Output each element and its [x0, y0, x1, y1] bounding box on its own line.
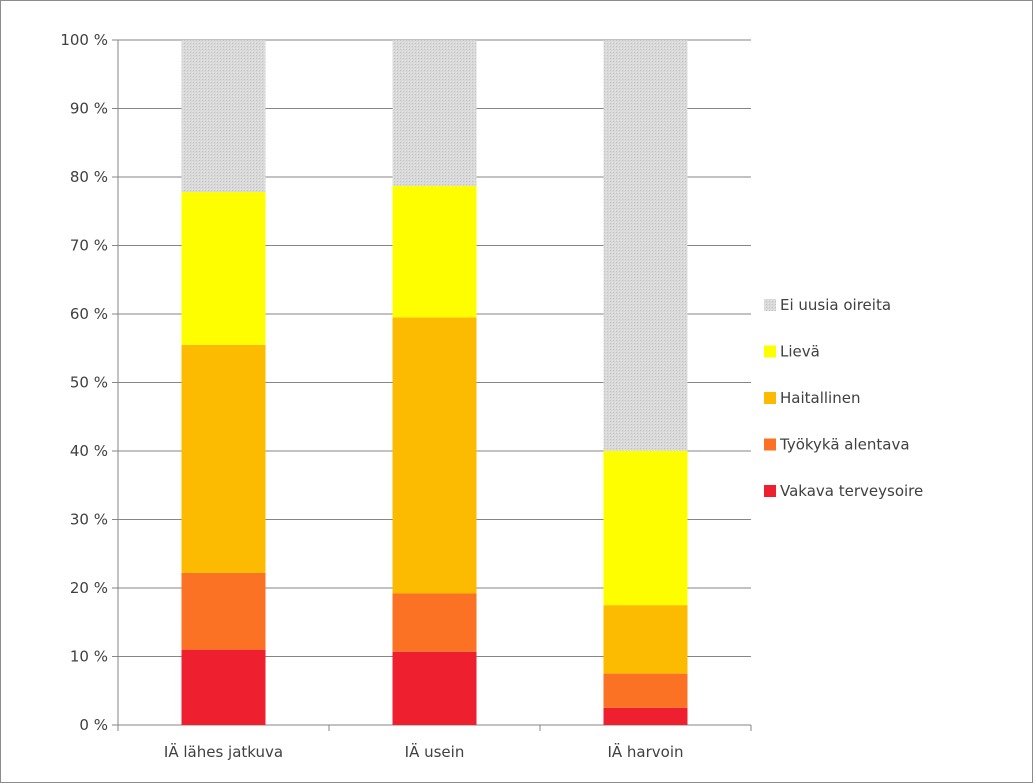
y-tick-label: 100 %	[60, 31, 108, 49]
legend-swatch	[764, 485, 776, 497]
bar-segment	[392, 593, 477, 652]
y-tick-label: 30 %	[70, 511, 108, 529]
y-tick-label: 80 %	[70, 168, 108, 186]
bar-segment	[181, 40, 266, 193]
bar-segment	[181, 649, 266, 725]
bar-segment	[392, 40, 477, 186]
bar-segment	[181, 192, 266, 345]
legend-swatch	[764, 392, 776, 404]
bar-segment	[603, 707, 688, 725]
x-tick-label: IÄ lähes jatkuva	[164, 742, 283, 761]
legend-label: Haitallinen	[780, 389, 860, 407]
legend-label: Työkykä alentava	[779, 436, 910, 454]
y-tick-label: 60 %	[70, 305, 108, 323]
bar-segment	[392, 651, 477, 725]
bar-segment	[181, 344, 266, 573]
bar-segment	[603, 673, 688, 708]
bar-segment	[603, 451, 688, 606]
bar-segment	[392, 317, 477, 594]
y-tick-label: 20 %	[70, 579, 108, 597]
x-tick-label: IÄ harvoin	[607, 742, 683, 761]
y-tick-label: 40 %	[70, 442, 108, 460]
legend-label: Ei uusia oireita	[780, 296, 891, 314]
x-tick-label: IÄ usein	[405, 742, 465, 761]
y-tick-label: 70 %	[70, 237, 108, 255]
legend-swatch	[764, 438, 776, 451]
bar-segment	[392, 185, 477, 318]
y-tick-label: 10 %	[70, 648, 108, 666]
bar-segment	[603, 605, 688, 674]
legend-label: Vakava terveysoire	[780, 482, 923, 500]
y-tick-label: 50 %	[70, 374, 108, 392]
legend-label: Lievä	[780, 343, 820, 361]
bar-segment	[603, 40, 688, 451]
legend-swatch	[764, 299, 776, 311]
bar-segment	[181, 572, 266, 650]
legend-swatch	[764, 345, 776, 358]
y-tick-label: 0 %	[79, 716, 108, 734]
y-tick-label: 90 %	[70, 100, 108, 118]
